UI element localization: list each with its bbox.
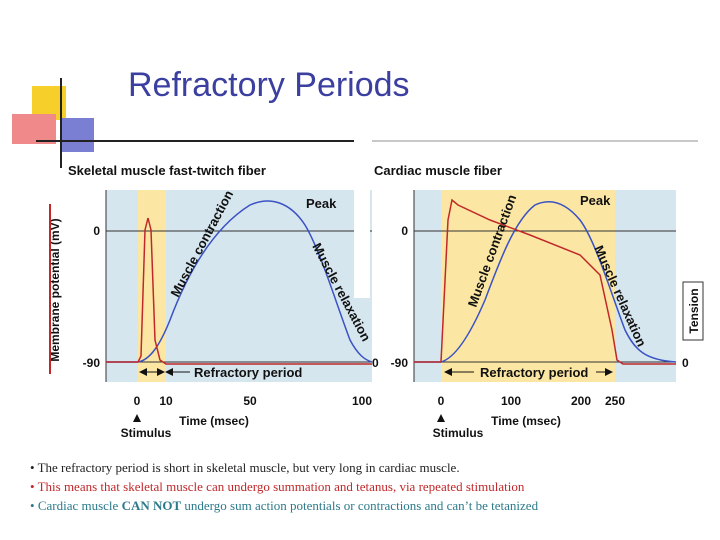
skeletal-xtick-10: 10	[159, 394, 173, 408]
cardiac-ytick-90: -90	[391, 356, 409, 370]
deco-vertical-line	[60, 78, 62, 168]
skeletal-xtick-50: 50	[243, 394, 257, 408]
bullet-list: • The refractory period is short in skel…	[30, 458, 710, 515]
cardiac-right-tick: 0	[682, 356, 689, 370]
cardiac-xlabel: Time (msec)	[491, 414, 561, 428]
skeletal-right-tick: 0	[372, 356, 379, 370]
skeletal-xlabel: Time (msec)	[179, 414, 249, 428]
deco-gray-line	[372, 140, 698, 142]
skeletal-refractory-label: Refractory period	[194, 365, 302, 380]
skeletal-ytick-0: 0	[93, 224, 100, 238]
deco-horizontal-line	[36, 140, 354, 142]
cardiac-xtick-250: 250	[605, 394, 625, 408]
cardiac-membrane-curve	[414, 198, 676, 365]
cardiac-heading: Cardiac muscle fiber	[374, 163, 502, 178]
cardiac-refractory-label: Refractory period	[480, 365, 588, 380]
cardiac-tension-curve	[414, 201, 677, 363]
skeletal-tension-curve	[106, 200, 373, 363]
cardiac-peak-label: Peak	[580, 193, 611, 208]
skeletal-heading: Skeletal muscle fast-twitch fiber	[68, 163, 266, 178]
bullet-2: • This means that skeletal muscle can un…	[30, 479, 525, 494]
skeletal-membrane-curve	[106, 217, 372, 365]
skeletal-stimulus-label: Stimulus	[121, 426, 172, 440]
skeletal-xtick-100: 100	[352, 394, 372, 408]
skeletal-stimulus-marker	[133, 414, 141, 422]
bullet-1: • The refractory period is short in skel…	[30, 460, 460, 475]
cardiac-stimulus-label: Stimulus	[433, 426, 484, 440]
skeletal-xtick-0: 0	[134, 394, 141, 408]
slide-title: Refractory Periods	[128, 66, 410, 104]
deco-red-square	[12, 114, 56, 144]
cardiac-xtick-200: 200	[571, 394, 591, 408]
cardiac-ytick-0: 0	[401, 224, 408, 238]
skeletal-ytick-90: -90	[83, 356, 101, 370]
cardiac-xtick-0: 0	[438, 394, 445, 408]
deco-blue-square	[62, 118, 94, 152]
cardiac-xtick-100: 100	[501, 394, 521, 408]
tension-axis-label: Tension	[687, 288, 701, 333]
bullet-3: • Cardiac muscle CAN NOT undergo sum act…	[30, 498, 539, 513]
skeletal-peak-label: Peak	[306, 196, 337, 211]
cardiac-refractory-band	[441, 190, 615, 382]
skeletal-ylabel: Membrane potential (mV)	[48, 218, 62, 361]
cardiac-stimulus-marker	[437, 414, 445, 422]
